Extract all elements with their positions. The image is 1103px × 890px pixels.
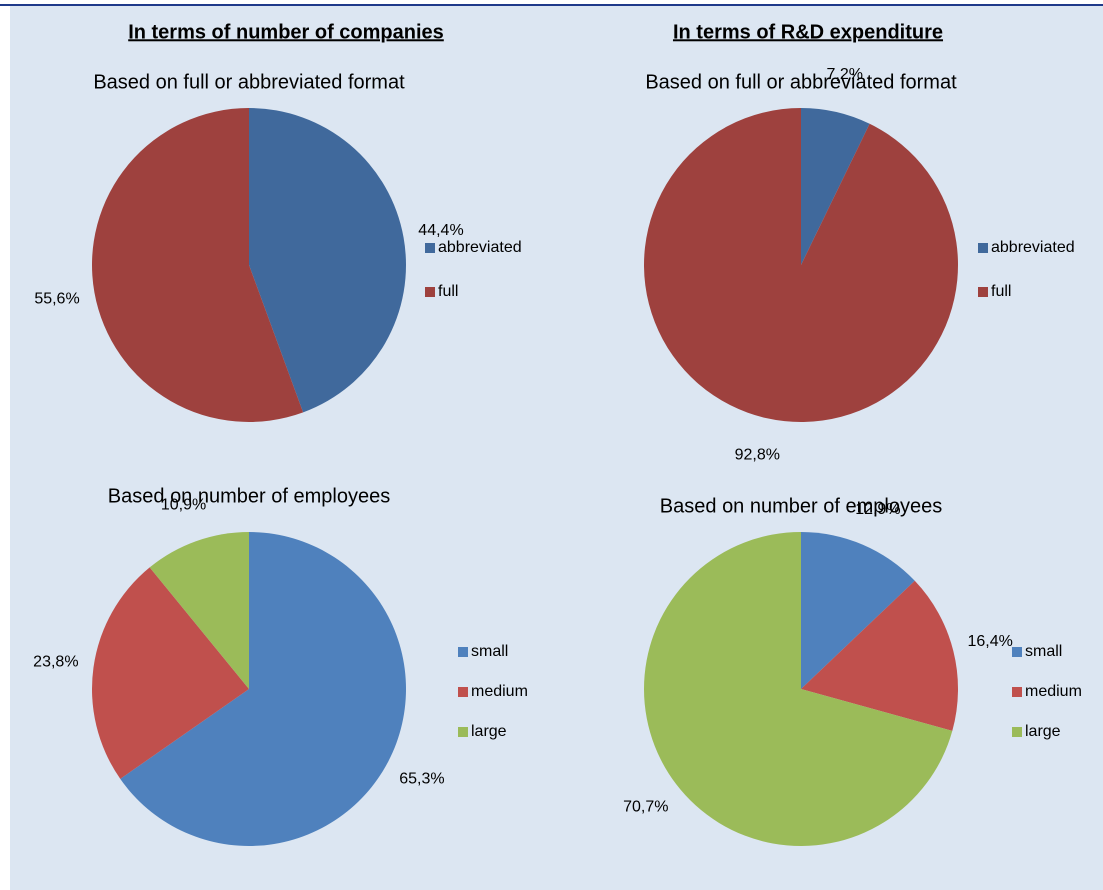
chart-title: Based on number of employees	[108, 485, 390, 507]
data-label: 7,2%	[826, 66, 862, 83]
legend-label: full	[991, 283, 1011, 300]
data-label: 12,9%	[855, 501, 900, 518]
legend-label: medium	[1025, 683, 1082, 700]
pie-slice	[120, 532, 406, 847]
pie-slice	[801, 580, 958, 731]
legend-swatch	[1012, 647, 1022, 657]
chart-title: Based on full or abbreviated format	[645, 71, 957, 93]
column-title: In terms of R&D expenditure	[673, 21, 943, 43]
pie-slice	[91, 108, 304, 422]
pie-slice	[92, 567, 250, 779]
pie-slice	[801, 108, 870, 265]
legend-label: large	[1025, 723, 1061, 740]
legend-label: full	[438, 283, 458, 300]
column-title: In terms of number of companies	[128, 21, 444, 43]
legend-swatch	[425, 287, 435, 297]
pie-slice	[644, 108, 959, 422]
legend-label: large	[471, 723, 507, 740]
legend-label: abbreviated	[991, 239, 1075, 256]
data-label: 65,3%	[399, 770, 444, 787]
legend-swatch	[978, 243, 988, 253]
chart-title: Based on number of employees	[660, 495, 942, 517]
legend-swatch	[978, 287, 988, 297]
legend-label: medium	[471, 683, 528, 700]
pie-slice	[801, 532, 915, 689]
data-label: 70,7%	[623, 798, 668, 815]
pie-slice	[249, 108, 406, 413]
legend-swatch	[458, 727, 468, 737]
legend-label: abbreviated	[438, 239, 522, 256]
legend-swatch	[458, 687, 468, 697]
chart-title: Based on full or abbreviated format	[93, 71, 405, 93]
data-label: 16,4%	[967, 633, 1012, 650]
data-label: 55,6%	[34, 290, 79, 307]
legend-swatch	[425, 243, 435, 253]
pie-slice	[644, 532, 953, 846]
legend-swatch	[1012, 727, 1022, 737]
data-label: 44,4%	[418, 222, 463, 239]
data-label: 23,8%	[33, 653, 78, 670]
data-label: 92,8%	[735, 446, 780, 463]
legend-label: small	[471, 643, 508, 660]
data-label: 10,9%	[161, 497, 206, 514]
pie-slice	[149, 532, 249, 689]
legend-swatch	[458, 647, 468, 657]
legend-swatch	[1012, 687, 1022, 697]
legend-label: small	[1025, 643, 1062, 660]
